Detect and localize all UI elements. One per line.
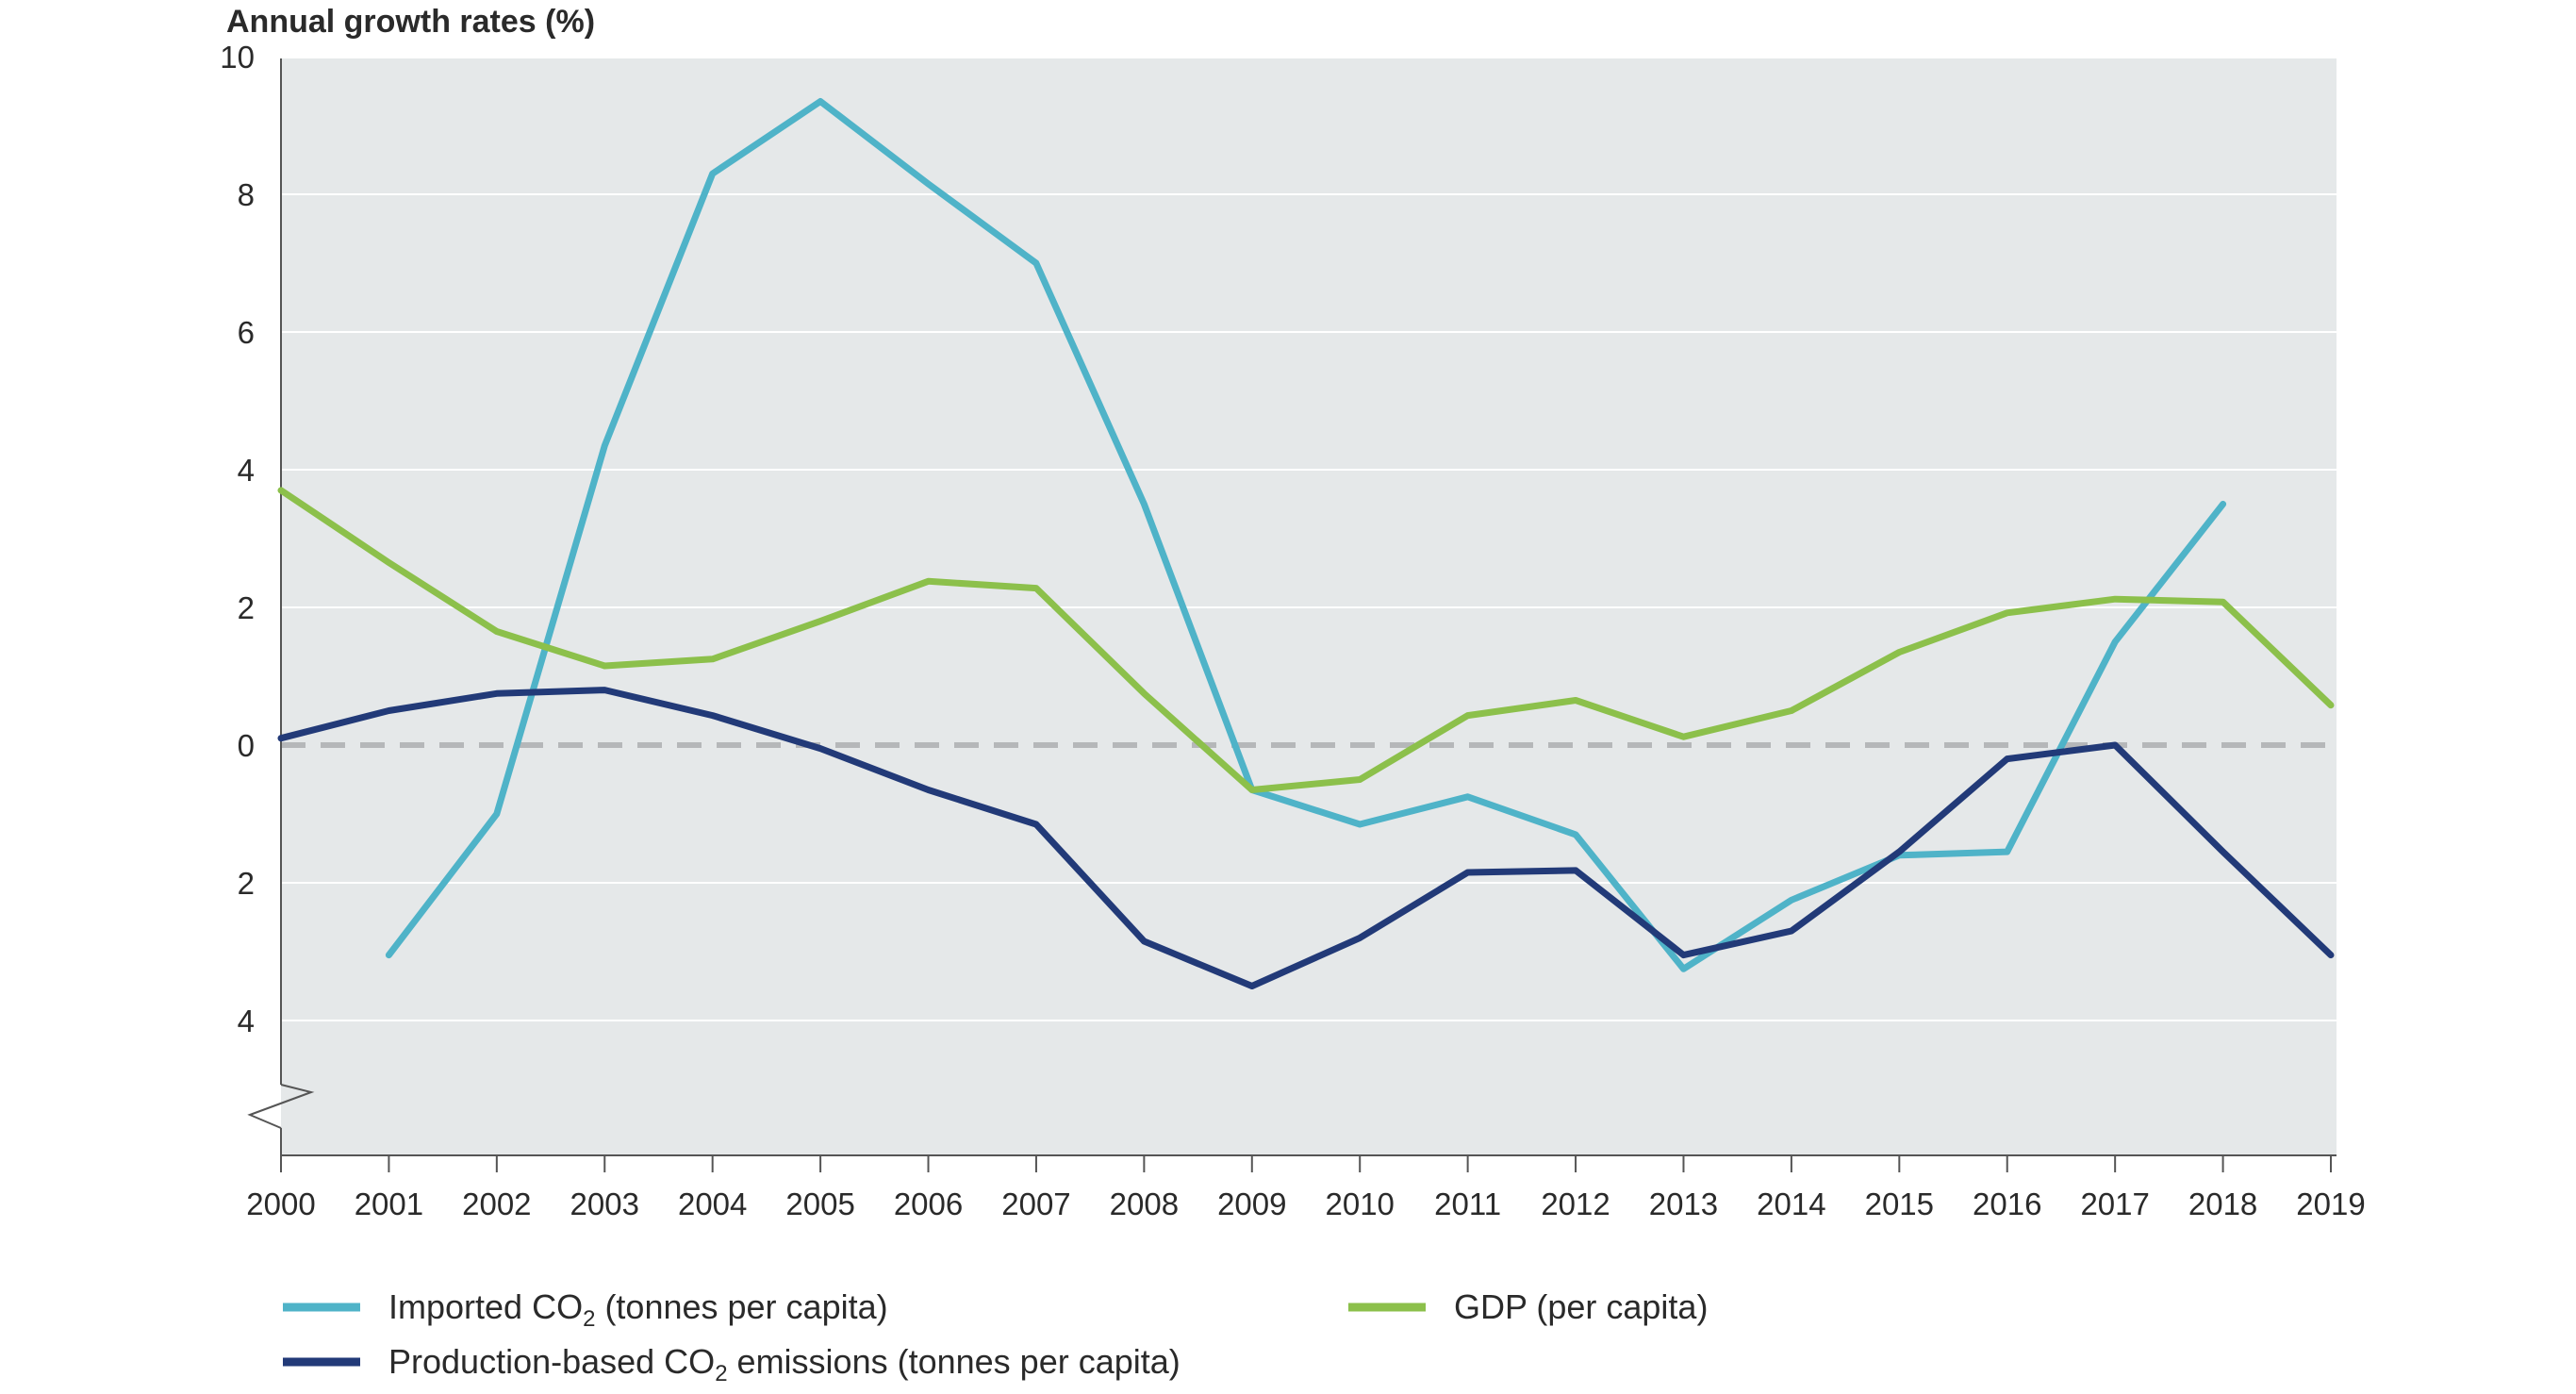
series-lines: [277, 98, 2335, 989]
y-axis-break: [247, 1084, 315, 1129]
gridlines: [281, 56, 2337, 1021]
x-tick-label: 2008: [1110, 1187, 1179, 1221]
series-line-1: [277, 487, 2335, 793]
y-tick-labels: 4 2 0 2 4 6 8 10: [220, 40, 255, 1038]
y-tick-label: 4: [238, 1004, 255, 1038]
x-tick-label: 2003: [570, 1187, 639, 1221]
axes: [247, 58, 2337, 1156]
y-tick-label: 0: [238, 728, 255, 763]
y-tick-label: 2: [238, 866, 255, 901]
series-line-2: [277, 687, 2335, 989]
x-tick-label: 2017: [2080, 1187, 2149, 1221]
x-tick-label: 2005: [785, 1187, 854, 1221]
x-tick-label: 2000: [246, 1187, 315, 1221]
x-tick-label: 2012: [1541, 1187, 1610, 1221]
y-tick-label: 2: [238, 590, 255, 625]
x-tick-label: 2014: [1757, 1187, 1825, 1221]
x-tick-label: 2007: [1001, 1187, 1070, 1221]
x-tick-label: 2019: [2296, 1187, 2365, 1221]
series-line-0: [385, 98, 2227, 972]
y-tick-label: 6: [238, 315, 255, 350]
y-axis-title: Annual growth rates (%): [226, 4, 595, 40]
x-tick-label: 2006: [894, 1187, 963, 1221]
x-tick-label: 2009: [1217, 1187, 1286, 1221]
x-tick-label: 2004: [678, 1187, 747, 1221]
y-tick-label: 4: [238, 453, 255, 488]
x-tick-label: 2013: [1649, 1187, 1718, 1221]
x-tick-labels: 2000 2001 2002 2003 2004 2005 2006 2007 2008 2009…: [246, 1155, 2366, 1221]
x-tick-label: 2016: [1973, 1187, 2041, 1221]
x-tick-label: 2002: [462, 1187, 531, 1221]
x-tick-label: 2011: [1434, 1187, 1501, 1221]
legend-label: Production-based CO2 emissions (tonnes p…: [388, 1342, 1181, 1386]
x-tick-label: 2015: [1865, 1187, 1934, 1221]
x-tick-label: 2001: [355, 1187, 423, 1221]
x-tick-label: 2010: [1325, 1187, 1394, 1221]
y-tick-label: 10: [220, 40, 255, 75]
legend-label: Imported CO2 (tonnes per capita): [388, 1287, 888, 1332]
x-tick-label: 2018: [2188, 1187, 2257, 1221]
y-tick-label: 8: [238, 177, 255, 212]
legend: Imported CO2 (tonnes per capita) GDP (per…: [283, 1287, 1708, 1386]
legend-label: GDP (per capita): [1454, 1287, 1708, 1326]
